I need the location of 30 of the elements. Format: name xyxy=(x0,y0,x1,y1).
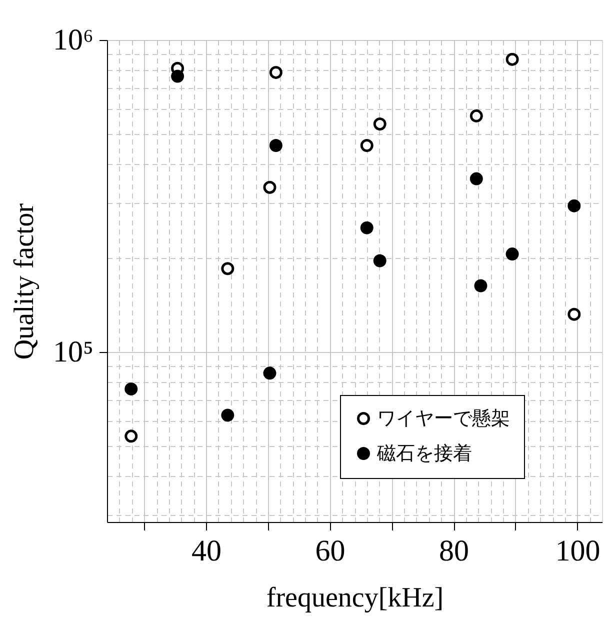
point xyxy=(568,308,581,321)
point xyxy=(373,254,386,268)
y-tick-label: 10⁶ xyxy=(53,24,94,56)
point xyxy=(263,180,276,194)
point xyxy=(221,262,234,276)
legend-label: ワイヤーで懸架 xyxy=(377,408,510,430)
point xyxy=(568,199,581,212)
x-tick-label: 80 xyxy=(439,534,469,568)
x-axis-title: frequency[kHz] xyxy=(266,582,444,614)
point xyxy=(373,117,386,130)
point xyxy=(360,139,374,152)
y-axis-title: Quality factor xyxy=(9,202,40,360)
legend-label: 磁石を接着 xyxy=(376,442,472,464)
x-tick-label: 100 xyxy=(555,534,600,568)
point xyxy=(506,248,519,261)
x-tick-label: 40 xyxy=(192,534,222,568)
point xyxy=(506,52,519,66)
point xyxy=(474,279,488,292)
point xyxy=(269,66,282,79)
point xyxy=(269,139,282,152)
y-tick-label: 10⁵ xyxy=(53,335,94,368)
point xyxy=(263,366,276,380)
point xyxy=(470,109,483,122)
point xyxy=(360,221,374,234)
point xyxy=(221,408,234,422)
x-tick-label: 60 xyxy=(315,534,346,568)
point xyxy=(124,430,138,443)
point xyxy=(124,382,138,396)
point xyxy=(171,70,184,83)
point xyxy=(470,172,483,186)
